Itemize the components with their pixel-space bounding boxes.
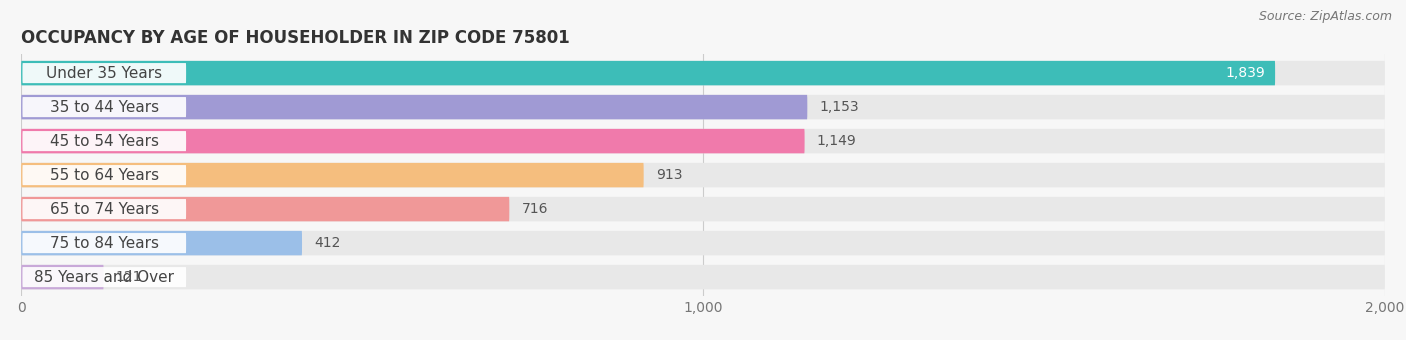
Text: 75 to 84 Years: 75 to 84 Years (49, 236, 159, 251)
FancyBboxPatch shape (21, 129, 804, 153)
FancyBboxPatch shape (22, 233, 186, 253)
FancyBboxPatch shape (22, 131, 186, 151)
FancyBboxPatch shape (21, 265, 104, 289)
FancyBboxPatch shape (22, 97, 186, 117)
FancyBboxPatch shape (21, 231, 1385, 255)
FancyBboxPatch shape (21, 129, 1385, 153)
Text: 913: 913 (657, 168, 682, 182)
Text: 45 to 54 Years: 45 to 54 Years (49, 134, 159, 149)
FancyBboxPatch shape (21, 95, 807, 119)
Text: Under 35 Years: Under 35 Years (46, 66, 162, 81)
Text: 412: 412 (315, 236, 340, 250)
FancyBboxPatch shape (22, 165, 186, 185)
FancyBboxPatch shape (22, 199, 186, 219)
Text: 1,839: 1,839 (1225, 66, 1265, 80)
FancyBboxPatch shape (21, 61, 1275, 85)
Text: 65 to 74 Years: 65 to 74 Years (49, 202, 159, 217)
Text: Source: ZipAtlas.com: Source: ZipAtlas.com (1258, 10, 1392, 23)
Text: 716: 716 (522, 202, 548, 216)
Text: 55 to 64 Years: 55 to 64 Years (49, 168, 159, 183)
Text: 1,153: 1,153 (820, 100, 859, 114)
Text: OCCUPANCY BY AGE OF HOUSEHOLDER IN ZIP CODE 75801: OCCUPANCY BY AGE OF HOUSEHOLDER IN ZIP C… (21, 29, 569, 47)
FancyBboxPatch shape (21, 95, 1385, 119)
Text: 35 to 44 Years: 35 to 44 Years (49, 100, 159, 115)
Text: 1,149: 1,149 (817, 134, 856, 148)
Text: 121: 121 (115, 270, 142, 284)
FancyBboxPatch shape (21, 265, 1385, 289)
FancyBboxPatch shape (21, 163, 644, 187)
Text: 85 Years and Over: 85 Years and Over (34, 270, 174, 285)
FancyBboxPatch shape (21, 197, 1385, 221)
FancyBboxPatch shape (21, 61, 1385, 85)
FancyBboxPatch shape (22, 267, 186, 287)
FancyBboxPatch shape (21, 163, 1385, 187)
FancyBboxPatch shape (21, 197, 509, 221)
FancyBboxPatch shape (21, 231, 302, 255)
FancyBboxPatch shape (22, 63, 186, 83)
